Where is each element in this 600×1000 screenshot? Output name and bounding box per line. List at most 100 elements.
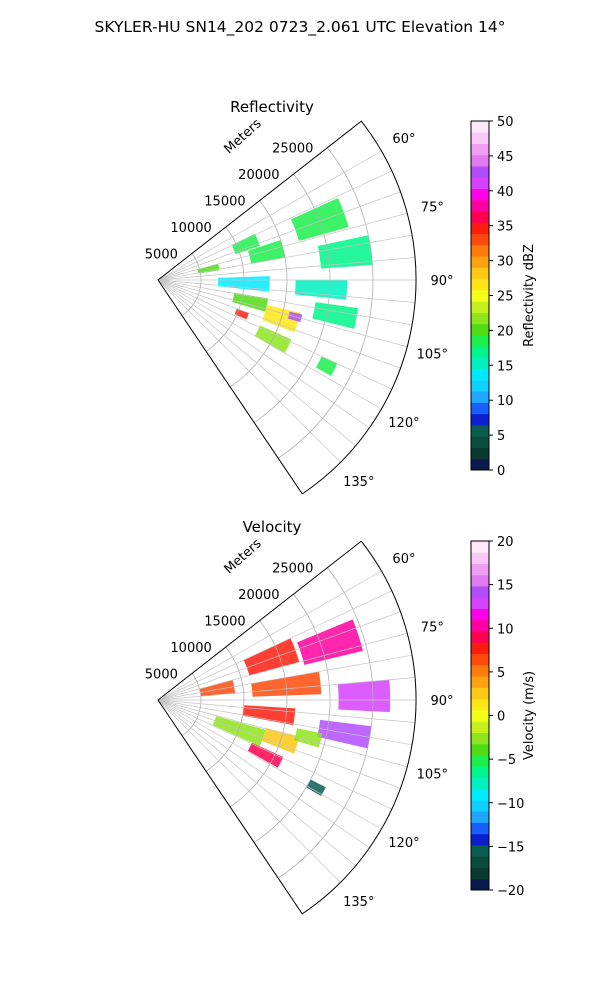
azimuth-tick-label: 60°: [392, 132, 415, 147]
azimuth-gridline: [157, 699, 408, 768]
azimuth-gridline: [157, 279, 382, 410]
colorbar-tick-label: 0: [497, 464, 505, 479]
colorbar-swatch: [471, 357, 489, 370]
azimuth-gridline: [157, 191, 401, 281]
azimuth-tick-label: 90°: [430, 694, 453, 709]
azimuth-gridline: [157, 279, 413, 326]
colorbar-swatch: [471, 177, 489, 190]
colorbar-swatch: [471, 267, 489, 280]
data-cell: [247, 240, 286, 264]
colorbar-swatch: [471, 777, 489, 790]
colorbar: −20 −15 −10 −5 0 5 10 15 20 Velocity (m/s): [470, 535, 537, 899]
colorbar-swatch: [471, 424, 489, 437]
colorbar-swatch: [471, 811, 489, 823]
azimuth-gridline: [157, 279, 370, 429]
colorbar-swatch: [471, 833, 489, 846]
range-axis-label: Meters: [222, 536, 265, 577]
data-cell: [212, 716, 266, 747]
azimuth-tick-label: 120°: [388, 416, 419, 431]
azimuth-tick-label: 60°: [392, 552, 415, 567]
colorbar: 0 5 10 15 20 25 30 35 40 45 50 Reflectivity dBZ: [470, 115, 537, 479]
figure-title: SKYLER-HU SN14_202 0723_2.061 UTC Elevat…: [95, 18, 506, 37]
panel-title: Reflectivity: [230, 98, 314, 116]
colorbar-swatch: [471, 211, 489, 223]
colorbar-swatch: [471, 676, 489, 688]
azimuth-tick-label: 75°: [421, 620, 444, 635]
range-ring: [278, 147, 374, 459]
azimuth-gridline: [157, 279, 392, 390]
colorbar-swatch: [471, 312, 489, 325]
data-cell: [199, 679, 236, 697]
colorbar-tick-label: 25: [497, 290, 514, 305]
colorbar-swatch: [471, 743, 489, 756]
data-cell: [247, 742, 284, 768]
colorbar-tick-label: 15: [497, 359, 514, 374]
azimuth-gridline: [157, 279, 416, 303]
range-ring: [205, 226, 245, 352]
colorbar-swatch: [471, 687, 489, 700]
azimuth-gridline: [157, 279, 408, 348]
azimuth-gridline: [157, 699, 370, 849]
azimuth-gridline: [157, 632, 408, 701]
data-cell: [312, 302, 359, 329]
data-cells: [197, 197, 373, 376]
range-ring: [205, 646, 245, 772]
azimuth-gridline: [157, 257, 416, 281]
colorbar-swatch: [471, 788, 489, 801]
colorbar-tick-label: −10: [497, 797, 524, 812]
data-cell: [306, 779, 326, 797]
azimuth-gridline: [157, 699, 382, 830]
colorbar-swatch: [471, 586, 489, 598]
azimuth-gridline: [157, 677, 416, 701]
colorbar-tick-label: 45: [497, 150, 514, 165]
colorbar-swatch: [471, 664, 489, 677]
colorbar-swatch: [471, 301, 489, 313]
azimuth-tick-label: 135°: [343, 475, 374, 490]
colorbar-swatch: [471, 799, 489, 812]
azimuth-gridline: [157, 699, 416, 723]
range-tick-label: 25000: [272, 142, 313, 157]
range-ring: [253, 593, 331, 843]
colorbar-swatch: [471, 552, 489, 565]
range-tick-label: 25000: [272, 562, 313, 577]
data-cell: [254, 325, 292, 354]
azimuth-gridline: [157, 654, 413, 701]
colorbar-swatch: [471, 844, 489, 857]
colorbar-tick-label: 40: [497, 185, 514, 200]
range-tick-label: 20000: [238, 588, 279, 603]
colorbar-swatch: [471, 436, 489, 448]
colorbar-tick-label: 50: [497, 115, 514, 130]
data-cell: [294, 728, 323, 748]
range-ring: [253, 173, 331, 423]
colorbar-swatch: [471, 256, 489, 268]
sector-frame: [157, 540, 417, 915]
data-cell: [337, 679, 391, 713]
range-tick-label: 5000: [145, 668, 178, 683]
colorbar-swatch: [471, 619, 489, 632]
azimuth-gridline: [157, 234, 413, 281]
range-tick-label: 10000: [170, 641, 211, 656]
colorbar-swatch: [471, 597, 489, 610]
colorbar-swatch: [471, 563, 489, 576]
sector-frame: [157, 120, 417, 495]
colorbar-swatch: [471, 244, 489, 257]
colorbar-swatch: [471, 222, 489, 235]
azimuth-gridline: [157, 699, 356, 867]
colorbar-swatch: [471, 154, 489, 167]
colorbar-tick-label: 20: [497, 535, 514, 550]
azimuth-gridline: [157, 611, 401, 701]
colorbar-swatch: [471, 867, 489, 880]
data-cell: [291, 197, 349, 241]
range-axis-label: Meters: [222, 116, 265, 157]
range-tick-label: 10000: [170, 221, 211, 236]
colorbar-swatch: [471, 233, 489, 246]
azimuth-tick-label: 105°: [417, 348, 448, 363]
colorbar-swatch: [471, 278, 489, 291]
azimuth-gridline: [157, 150, 382, 281]
colorbar-swatch: [471, 323, 489, 336]
colorbar-swatch: [471, 188, 489, 201]
colorbar-swatch: [471, 822, 489, 835]
colorbar-swatch: [471, 391, 489, 403]
azimuth-gridline: [157, 212, 408, 281]
azimuth-gridline: [157, 699, 392, 810]
